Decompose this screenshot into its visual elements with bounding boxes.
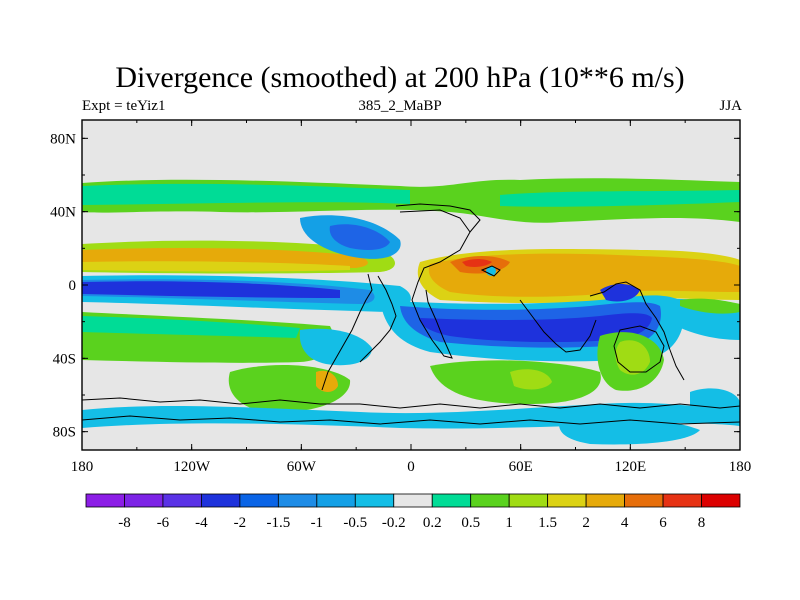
colorbar-swatch [701, 493, 741, 508]
cell-atlantic-dark [329, 224, 390, 250]
x-tick-label: 60W [287, 459, 317, 475]
colorbar-swatch [162, 493, 202, 508]
cell-south-ocean-yellow [615, 340, 650, 375]
coast-americas-east [359, 275, 397, 363]
y-tick-label: 80N [50, 131, 76, 147]
band-south-teal [82, 316, 300, 338]
colorbar-swatch [85, 493, 125, 508]
south-convergence-dark [420, 313, 652, 343]
band-north-teal-east [500, 190, 740, 207]
x-tick-label: 60E [509, 459, 533, 475]
x-tick-label: 0 [407, 459, 415, 475]
colorbar-swatch [316, 493, 356, 508]
colorbar-swatch [393, 493, 433, 508]
monsoon-core-red [462, 259, 492, 267]
colorbar-swatch [354, 493, 395, 508]
colorbar-label: 0.5 [461, 515, 480, 531]
coast-americas-west [321, 273, 373, 391]
colorbar-swatch [201, 493, 241, 508]
colorbar: -8 -6 -4 -2 -1.5 -1 -0.5 -0.2 0.2 0.5 1 1.5 2 4 6 8 [85, 493, 741, 531]
colorbar-label: -2 [234, 515, 247, 531]
cell-south-atlantic-orange [316, 370, 338, 392]
y-tick-label: 0 [69, 278, 77, 294]
colorbar-swatch [431, 493, 472, 508]
chart-title: Divergence (smoothed) at 200 hPa (10**6 … [115, 61, 685, 94]
colorbar-label: 1.5 [538, 515, 557, 531]
coast-antarctica-inner [82, 415, 740, 425]
coast-asia-india [519, 299, 597, 353]
colorbar-label: 2 [582, 515, 590, 531]
colorbar-label: -6 [157, 515, 170, 531]
colorbar-swatch [277, 493, 318, 508]
coast-eurasia-north [395, 203, 481, 233]
y-axis: 80N 40N 0 40S 80S [50, 131, 740, 441]
colorbar-swatch [547, 493, 587, 508]
colorbar-swatch [470, 493, 510, 508]
colorbar-swatch [585, 493, 625, 508]
season-label: JJA [719, 98, 742, 114]
y-tick-label: 80S [53, 425, 76, 441]
x-axis: 180 120W 60W 0 60E 120E 180 [71, 120, 752, 475]
cell-south-pacific-blue [299, 328, 372, 366]
colorbar-swatch [624, 493, 664, 508]
colorbar-label: -4 [195, 515, 208, 531]
cell-south-indian-yellow [510, 369, 552, 390]
colorbar-swatch [239, 493, 279, 508]
coast-asia-southeast [589, 281, 685, 381]
x-tick-label: 180 [71, 459, 94, 475]
colorbar-label: -0.5 [343, 515, 367, 531]
band-tropical-yellow [82, 261, 350, 272]
y-tick-label: 40S [53, 351, 76, 367]
y-tick-label: 40N [50, 205, 76, 221]
colorbar-label: 1 [505, 515, 513, 531]
cell-pacific-east-green [680, 298, 740, 314]
map-field [82, 120, 740, 450]
colorbar-label: 0.2 [423, 515, 442, 531]
run-label: 385_2_MaBP [358, 98, 442, 114]
colorbar-label: 6 [659, 515, 667, 531]
colorbar-label: 8 [698, 515, 706, 531]
colorbar-label: -0.2 [382, 515, 406, 531]
cell-antarctic-blue-3 [690, 388, 740, 422]
experiment-label: Expt = teYiz1 [82, 98, 166, 114]
colorbar-label: -8 [118, 515, 131, 531]
band-equatorial-dark [82, 281, 340, 298]
coast-small-islands [480, 265, 501, 277]
cell-antarctic-blue-2 [559, 417, 700, 445]
colorbar-label: -1 [311, 515, 324, 531]
colorbar-label: -1.5 [266, 515, 290, 531]
coastlines [82, 203, 740, 425]
colorbar-swatch [124, 493, 164, 508]
band-north-teal [82, 183, 410, 205]
colorbar-swatch [662, 493, 702, 508]
x-tick-label: 120E [614, 459, 646, 475]
x-tick-label: 120W [173, 459, 211, 475]
coast-africa-europe [399, 209, 471, 359]
colorbar-label: 4 [621, 515, 629, 531]
colorbar-swatch [508, 493, 549, 508]
x-tick-label: 180 [729, 459, 752, 475]
coast-antarctica [82, 397, 740, 409]
coast-australia [613, 325, 665, 373]
